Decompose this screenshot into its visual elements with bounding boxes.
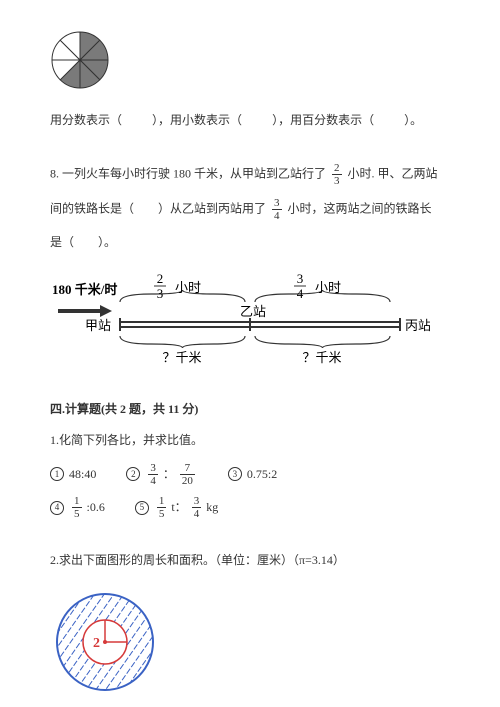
- svg-text:4: 4: [297, 286, 304, 301]
- q8-prefix: 8.: [50, 166, 59, 180]
- frac-num: 3: [148, 462, 158, 475]
- frac-num: 1: [72, 495, 82, 508]
- q8-part2a: 间的铁路长是（ ）从乙站到丙站用了: [50, 201, 266, 215]
- frac-num: 3: [192, 495, 202, 508]
- item5-tail: kg: [206, 497, 218, 519]
- frac-den: 5: [157, 508, 167, 520]
- svg-text:3: 3: [297, 274, 304, 286]
- svg-text:？千米: ？千米: [302, 350, 341, 365]
- q1-label: 1.化简下列各比，并求比值。: [50, 430, 450, 452]
- frac-den: 4: [192, 508, 202, 520]
- frac-den: 4: [148, 475, 158, 487]
- num-badge: 3: [228, 467, 242, 481]
- geometry-figure: 2: [50, 587, 450, 697]
- item4-tail: :0.6: [87, 497, 105, 519]
- frac-num: 3: [272, 197, 282, 210]
- section4-heading: 四.计算题(共 2 题，共 11 分): [50, 399, 450, 421]
- item3-text: 0.75:2: [247, 464, 277, 486]
- frac-num: 2: [332, 162, 342, 175]
- q7-text-a: 用分数表示（: [50, 113, 122, 127]
- svg-text:小时: 小时: [315, 280, 341, 295]
- frac-den: 5: [72, 508, 82, 520]
- num-badge: 5: [135, 501, 149, 515]
- train-svg: 180 千米/时23小时34小时甲站乙站丙站？千米？千米: [50, 274, 430, 374]
- q8-part1a: 一列火车每小时行驶 180 千米，从甲站到乙站行了: [62, 166, 326, 180]
- num-badge: 2: [126, 467, 140, 481]
- num-badge: 4: [50, 501, 64, 515]
- q7-line: 用分数表示（ ），用小数表示（ ），用百分数表示（ ）。: [50, 110, 450, 132]
- blank: [245, 110, 269, 132]
- frac-den: 20: [180, 475, 195, 487]
- q7-text-c: ），用百分数表示（: [272, 113, 374, 127]
- blank: [377, 110, 401, 132]
- frac-den: 3: [332, 175, 342, 187]
- svg-text:丙站: 丙站: [405, 318, 430, 333]
- items-row2: 4 1 5 :0.6 5 1 5 t： 3 4 kg: [50, 495, 450, 520]
- svg-text:3: 3: [157, 286, 164, 301]
- frac-num: 1: [157, 495, 167, 508]
- fraction: 3 4: [148, 462, 158, 487]
- q7-text-b: ），用小数表示（: [152, 113, 242, 127]
- svg-text:小时: 小时: [175, 280, 201, 295]
- fraction: 7 20: [180, 462, 195, 487]
- item-1: 1 48:40: [50, 462, 96, 487]
- item-5: 5 1 5 t： 3 4 kg: [135, 495, 218, 520]
- q2-label: 2.求出下面图形的周长和面积。（单位：厘米）（π=3.14）: [50, 550, 450, 572]
- svg-text:2: 2: [157, 274, 164, 286]
- svg-text:甲站: 甲站: [85, 318, 111, 333]
- colon: ：: [163, 464, 175, 486]
- item-4: 4 1 5 :0.6: [50, 495, 105, 520]
- pie-figure: [50, 30, 450, 90]
- q8-line2: 间的铁路长是（ ）从乙站到丙站用了 3 4 小时，这两站之间的铁路长: [50, 197, 450, 222]
- q8-part1b: 小时. 甲、乙两站: [348, 166, 438, 180]
- fraction: 3 4: [192, 495, 202, 520]
- q8-part2b: 小时，这两站之间的铁路长: [288, 201, 432, 215]
- fraction: 1 5: [72, 495, 82, 520]
- q8-part3: 是（ ）。: [50, 235, 116, 249]
- svg-text:？千米: ？千米: [162, 350, 201, 365]
- svg-text:乙站: 乙站: [240, 304, 266, 319]
- frac-den: 4: [272, 210, 282, 222]
- q8-line3: 是（ ）。: [50, 232, 450, 254]
- item1-text: 48:40: [69, 464, 96, 486]
- svg-text:180 千米/时: 180 千米/时: [52, 282, 117, 297]
- frac-num: 7: [180, 462, 195, 475]
- blank: [125, 110, 149, 132]
- fraction: 3 4: [272, 197, 282, 222]
- item5-mid: t：: [171, 497, 186, 519]
- svg-text:2: 2: [93, 636, 100, 651]
- geo-svg: 2: [50, 587, 160, 697]
- q7-text-d: ）。: [404, 113, 422, 127]
- item-2: 2 3 4 ： 7 20: [126, 462, 198, 487]
- items-row1: 1 48:40 2 3 4 ： 7 20 3 0.75:2: [50, 462, 450, 487]
- pie-svg: [50, 30, 110, 90]
- fraction: 2 3: [332, 162, 342, 187]
- fraction: 1 5: [157, 495, 167, 520]
- num-badge: 1: [50, 467, 64, 481]
- item-3: 3 0.75:2: [228, 462, 277, 487]
- train-diagram: 180 千米/时23小时34小时甲站乙站丙站？千米？千米: [50, 274, 450, 374]
- q8-line1: 8. 一列火车每小时行驶 180 千米，从甲站到乙站行了 2 3 小时. 甲、乙…: [50, 162, 450, 187]
